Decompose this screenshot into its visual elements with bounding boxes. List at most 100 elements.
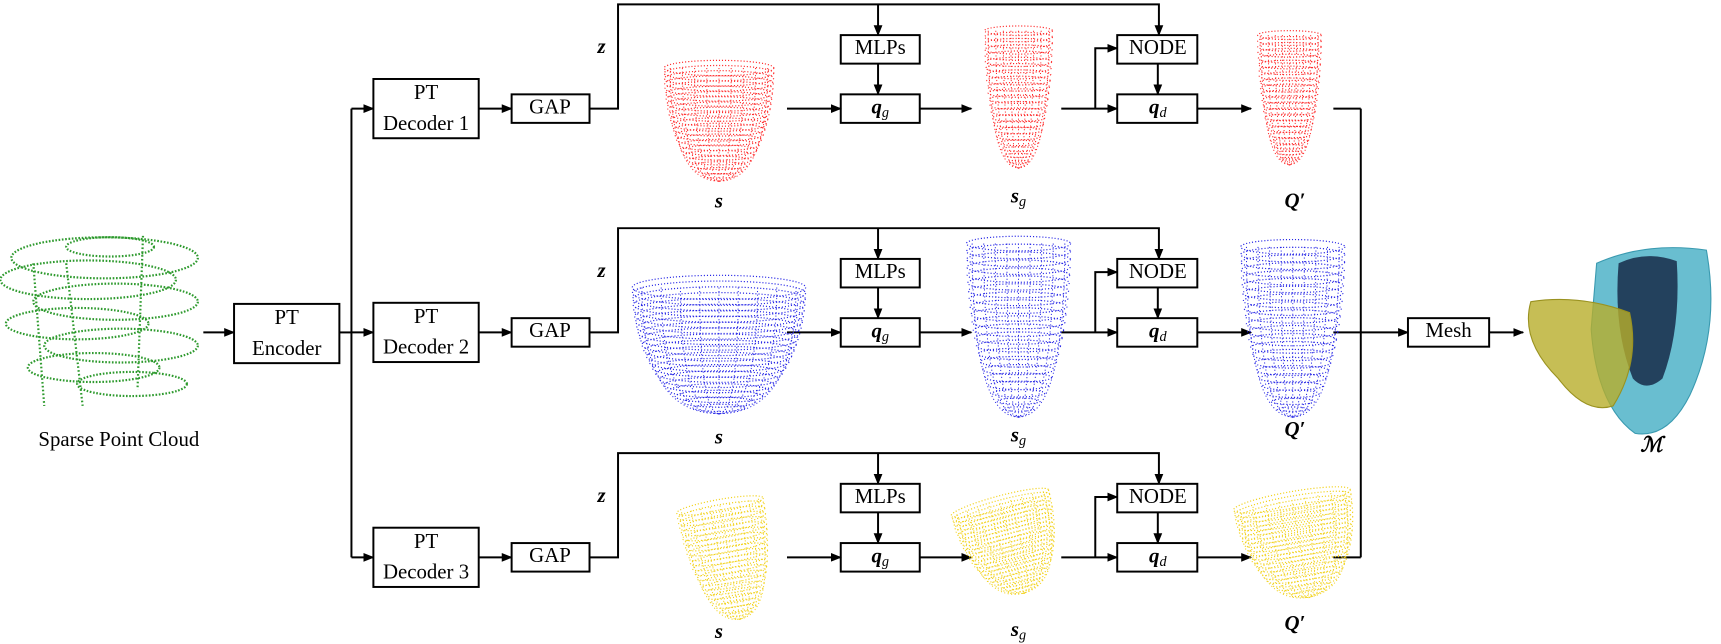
sg-cloud-meridian <box>971 243 1019 418</box>
qd-label-base: q <box>1149 543 1159 567</box>
template-cloud-ring <box>668 383 770 399</box>
output-cloud-ring <box>1239 513 1354 540</box>
qg-label-sub: g <box>882 554 889 570</box>
mlp-box <box>839 257 921 289</box>
sg-cloud-ring <box>986 81 1051 92</box>
output-cloud-ring <box>1232 486 1351 514</box>
point-ring <box>26 351 161 384</box>
sg-cloud-ring <box>971 315 1066 330</box>
sg-label: sg <box>1010 183 1026 210</box>
template-cloud-ring <box>658 370 780 389</box>
qd-label: qd <box>1149 318 1167 345</box>
sg-label-base: s <box>1010 422 1019 446</box>
qg-label-sub: g <box>882 105 889 121</box>
template-cloud-ring <box>684 531 768 552</box>
template-cloud <box>676 495 769 620</box>
sg-cloud-meridian <box>1023 494 1044 594</box>
template-cloud-ring <box>663 70 775 87</box>
template-cloud-meridian <box>660 287 719 415</box>
decoder-label: Decoder 3 <box>383 560 469 584</box>
latent-label: z <box>597 483 607 507</box>
output-cloud-ring <box>1262 101 1317 111</box>
sg-cloud-ring <box>967 275 1070 291</box>
qg-label: qg <box>871 543 889 570</box>
qd-label-sub: d <box>1159 554 1167 570</box>
decoder-label: PT <box>414 529 439 553</box>
latent-label: z <box>597 34 607 58</box>
output-cloud-ring <box>1244 309 1341 324</box>
template-cloud-meridian <box>699 287 720 415</box>
output-cloud-ring <box>1257 30 1322 41</box>
output-cloud-meridian <box>1280 246 1293 418</box>
point-ring <box>65 236 156 258</box>
sg-cloud-ring <box>998 139 1039 147</box>
sg-cloud-ring <box>962 521 1055 551</box>
sg-cloud-ring <box>991 388 1046 398</box>
latent-wire <box>589 3 1164 110</box>
sg-cloud-ring <box>952 495 1052 527</box>
sg-cloud-ring <box>966 259 1071 276</box>
template-cloud-ring <box>710 592 762 605</box>
sparse-point-cloud <box>0 235 199 407</box>
sg-cloud <box>983 25 1054 169</box>
output-cloud-ring <box>1258 71 1321 82</box>
sg-cloud-meridian <box>1018 30 1035 169</box>
template-cloud-ring <box>683 526 768 547</box>
sg-cloud-ring <box>995 572 1046 589</box>
sg-cloud <box>950 487 1055 595</box>
sg-cloud-ring <box>954 500 1053 531</box>
sg-cloud-ring <box>984 372 1053 383</box>
encoder-box <box>233 302 341 365</box>
mlp-box <box>839 482 921 514</box>
template-cloud-ring <box>719 604 757 614</box>
sg-cloud-ring <box>967 283 1070 299</box>
template-cloud-ring <box>631 280 807 306</box>
output-cloud-ring <box>1247 324 1339 339</box>
sg-cloud-ring <box>990 567 1049 586</box>
output-cloud-ring <box>1243 301 1342 317</box>
template-cloud-ring <box>679 510 767 532</box>
output-cloud-ring <box>1256 364 1330 377</box>
template-cloud-ring <box>636 315 802 340</box>
output-cloud <box>1240 238 1346 418</box>
sg-cloud-meridian <box>1010 30 1019 169</box>
sg-cloud-ring <box>980 552 1053 576</box>
template-cloud-ring <box>683 149 755 161</box>
output-cloud-ring <box>1257 53 1322 64</box>
output-cloud <box>1257 30 1322 166</box>
template-cloud-ring <box>643 339 795 362</box>
mesh-output-label: ℳ <box>1640 432 1666 456</box>
latent-wire <box>589 227 1164 334</box>
output-cloud-ring <box>1240 262 1345 278</box>
template-cloud-ring <box>707 586 764 600</box>
template-cloud-meridian <box>700 508 741 620</box>
template-cloud-ring <box>692 403 746 413</box>
template-cloud-ring <box>682 396 756 408</box>
sg-cloud-ring <box>957 508 1054 539</box>
template-cloud-meridian <box>718 68 732 182</box>
sg-cloud-meridian <box>1018 243 1031 418</box>
node-box <box>1116 482 1199 514</box>
qg-label-sub: g <box>882 329 889 345</box>
output-cloud-ring <box>1240 269 1345 286</box>
output-cloud-ring <box>1241 277 1345 294</box>
output-cloud-ring <box>1235 499 1353 527</box>
template-cloud-ring <box>665 90 773 107</box>
template-cloud-meridian <box>719 505 741 620</box>
output-cloud-meridian <box>1289 35 1312 166</box>
output-cloud-ring <box>1257 551 1349 573</box>
mlp-label: MLPs <box>855 259 906 283</box>
sg-cloud-ring <box>965 235 1072 252</box>
latent-label: z <box>597 258 607 282</box>
sg-cloud-meridian <box>988 505 1025 594</box>
template-cloud-meridian <box>738 502 750 620</box>
output-cloud-ring <box>1271 571 1341 588</box>
sg-cloud-ring <box>984 50 1053 61</box>
template-cloud-ring <box>631 274 807 301</box>
sg-cloud-ring <box>984 44 1053 55</box>
qd-label-sub: d <box>1159 105 1167 121</box>
sg-cloud-meridian <box>1018 243 1043 418</box>
mesh-label: Mesh <box>1425 318 1472 342</box>
point-strand <box>136 235 145 390</box>
